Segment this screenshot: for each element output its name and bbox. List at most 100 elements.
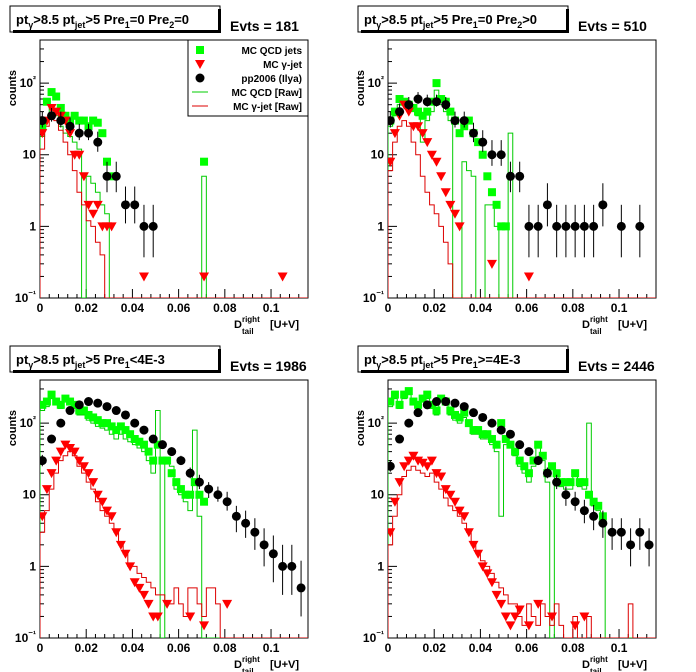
qcd-point (511, 447, 520, 456)
x-tick-label: 0.06 (515, 301, 539, 315)
gjet-raw-histogram (388, 465, 656, 638)
qcd-point (432, 406, 441, 415)
qcd-point (437, 394, 446, 403)
data-point (47, 434, 57, 444)
y-axis-label: counts (355, 410, 367, 446)
data-point (561, 490, 571, 500)
qcd-point (501, 435, 510, 444)
qcd-point (474, 138, 483, 147)
gjet-point (500, 612, 511, 622)
data-point (111, 406, 121, 416)
x-tick-label: 0.06 (515, 641, 539, 655)
gjet-point (459, 512, 470, 522)
data-point (598, 518, 608, 528)
qcd-point (446, 107, 455, 116)
qcd-point (172, 478, 181, 487)
gjet-point (422, 462, 433, 472)
qcd-point (520, 462, 529, 471)
title-text: ptγ>8.5 ptjet>5 Pre1>=4E-3 (364, 352, 520, 370)
data-point (635, 527, 645, 537)
gjet-point (388, 157, 396, 167)
y-tick-label: 1 (377, 559, 384, 573)
gjet-point (454, 506, 465, 516)
gjet-point (450, 209, 460, 219)
qcd-point (409, 397, 418, 406)
plot-frame (387, 379, 657, 639)
data-point (388, 461, 395, 471)
gjet-point (505, 621, 516, 631)
data-point (626, 540, 636, 550)
data-point (505, 429, 515, 439)
x-tick-label: 0 (385, 641, 392, 655)
qcd-point (575, 478, 584, 487)
evts-box (222, 12, 314, 38)
x-tick-label: 0 (37, 641, 44, 655)
qcd-point (186, 490, 195, 499)
x-tick-label: 0.04 (469, 301, 493, 315)
data-point (395, 434, 405, 444)
gjet-point (185, 612, 196, 622)
gjet-point (491, 590, 502, 600)
plot-area (388, 79, 656, 298)
evts-box (222, 352, 314, 378)
data-point (241, 518, 251, 528)
qcd-point (474, 426, 483, 435)
gjet-point (413, 122, 424, 132)
legend-box (187, 39, 309, 117)
y-tick-label: 10² (20, 414, 36, 430)
gjet-point (389, 129, 400, 139)
data-point (111, 171, 121, 181)
x-tick-label: 0.1 (611, 641, 628, 655)
qcd-point (93, 416, 102, 425)
qcd-point (464, 419, 473, 428)
qcd-point (70, 400, 79, 409)
qcd-point (464, 116, 473, 125)
x-tick-label: 0.02 (75, 641, 99, 655)
plot-area (388, 387, 656, 638)
data-point (120, 410, 130, 420)
data-point (404, 418, 414, 428)
qcd-point (571, 469, 580, 478)
qcd-point (121, 426, 130, 435)
x-tick-label: 0.02 (423, 301, 447, 315)
title-text: ptγ>8.5 ptjet>5 Pre1=0 Pre2>0 (364, 12, 537, 30)
x-tick-label: 0.04 (121, 301, 145, 315)
qcd-point (61, 111, 70, 120)
x-axis-label: Dright tail[U+V] (234, 315, 299, 336)
legend-label: MC QCD [Raw] (231, 88, 302, 99)
qcd-point (107, 172, 116, 181)
qcd-point (418, 111, 427, 120)
legend-label: MC γ-jet [Raw] (233, 102, 302, 113)
y-tick-label: 10² (20, 74, 36, 90)
qcd-point (126, 430, 135, 439)
data-point (496, 425, 506, 435)
gjet-raw-histogram (40, 115, 308, 298)
qcd-point (47, 88, 56, 97)
data-point (413, 94, 423, 104)
qcd-point (427, 400, 436, 409)
qcd-raw-histogram (388, 394, 656, 638)
x-tick-label: 0.08 (561, 301, 585, 315)
x-tick-label: 0.04 (469, 641, 493, 655)
qcd-point (483, 172, 492, 181)
x-tick-label: 0 (37, 301, 44, 315)
x-tick-label: 0.02 (423, 641, 447, 655)
data-point (222, 497, 232, 507)
gjet-point (403, 456, 414, 466)
qcd-point (534, 440, 543, 449)
plot-frame (387, 39, 657, 299)
evts-label: Evts = 2446 (578, 358, 655, 374)
gjet-point (83, 469, 94, 479)
qcd-point (395, 95, 404, 104)
qcd-point (455, 413, 464, 422)
data-point (93, 137, 103, 147)
qcd-point (478, 430, 487, 439)
qcd-point (149, 456, 158, 465)
legend-label: pp2006 (Ilya) (241, 74, 302, 85)
data-point (542, 200, 552, 210)
data-point (185, 468, 195, 478)
qcd-point (103, 419, 111, 428)
gjet-point (152, 612, 163, 622)
